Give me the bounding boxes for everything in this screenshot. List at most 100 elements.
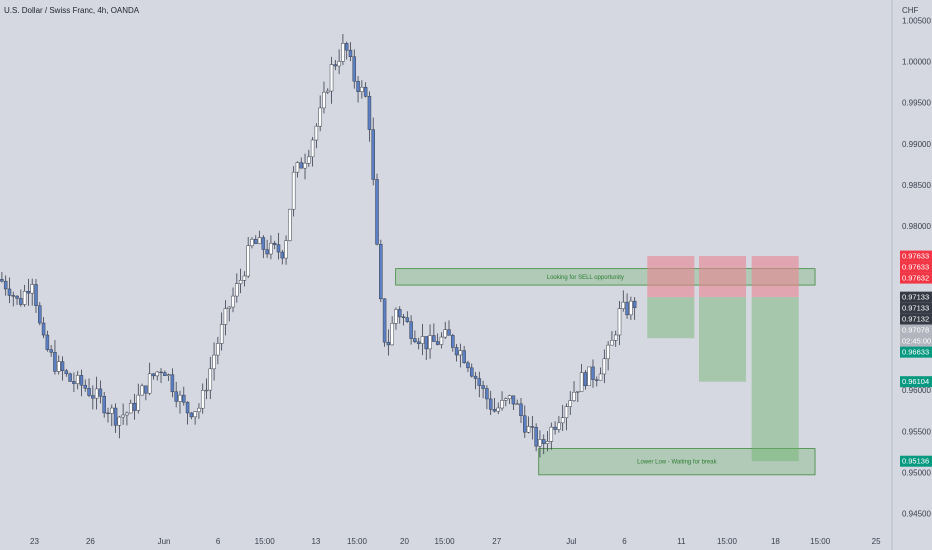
x-tick-label-8: 15:00 — [435, 537, 456, 546]
candle-body — [7, 288, 12, 296]
trade-1-target-zone — [647, 297, 695, 339]
candle-body — [242, 275, 247, 281]
candle-body — [151, 373, 156, 377]
candle-body — [140, 385, 144, 396]
y-tick-label-2: 0.95500 — [902, 427, 931, 436]
candle-body — [60, 361, 65, 371]
candles-layer — [0, 34, 637, 458]
y-tick-label-3: 0.96000 — [902, 386, 931, 395]
candle-body — [295, 162, 300, 173]
candle-body — [530, 426, 535, 428]
x-tick-label-4: 15:00 — [255, 537, 276, 546]
candle-body — [587, 366, 591, 387]
candle-body — [75, 375, 80, 384]
x-tick-label-0: 23 — [30, 537, 39, 546]
candle-body — [583, 372, 588, 387]
candle-body — [307, 156, 311, 164]
candle-body — [238, 280, 243, 284]
candle-body — [174, 391, 178, 402]
candle-body — [204, 389, 209, 392]
price-badge-4 — [900, 302, 932, 314]
x-tick-label-15: 15:00 — [810, 537, 831, 546]
x-tick-label-12: 11 — [677, 537, 686, 546]
candle-body — [280, 251, 285, 259]
candle-body — [481, 385, 485, 389]
candle-body — [439, 336, 444, 345]
candle-body — [397, 309, 402, 318]
y-tick-label-11: 1.00000 — [902, 58, 931, 67]
candle-body — [318, 107, 322, 127]
candle-body — [447, 329, 451, 336]
candle-body — [64, 370, 69, 375]
y-tick-label-1: 0.95000 — [902, 468, 931, 477]
candle-body — [159, 371, 163, 374]
candle-body — [504, 398, 508, 401]
candle-body — [564, 406, 569, 418]
candle-body — [121, 414, 125, 418]
candle-body — [91, 395, 95, 399]
candle-body — [507, 395, 512, 400]
candle-body — [390, 323, 394, 346]
price-badge-8 — [900, 376, 932, 388]
candle-body — [72, 381, 76, 384]
candle-body — [496, 407, 501, 412]
candle-body — [310, 139, 315, 158]
trade-3-target-zone — [751, 297, 799, 462]
candle-body — [261, 237, 266, 250]
candle-body — [435, 341, 440, 345]
candle-body — [110, 407, 114, 414]
lower-low-zone — [538, 448, 816, 476]
candle-body — [560, 417, 565, 424]
candle-body — [170, 374, 175, 393]
candle-body — [598, 373, 603, 381]
price-badge-value-1: 0.97633 — [902, 263, 929, 272]
candle-body — [102, 395, 106, 414]
time-axis[interactable]: 23 26 Jun 6 15:00 13 15:00 20 15:00 27 Jul 6 11 15:00… — [30, 537, 881, 546]
candle-body — [197, 407, 201, 412]
candle-body — [98, 388, 103, 397]
candle-body — [405, 317, 410, 322]
price-badge-2 — [900, 272, 932, 284]
candle-body — [579, 372, 584, 392]
candle-body — [193, 411, 197, 418]
candle-body — [511, 395, 516, 405]
price-badge-value-7: 0.96633 — [902, 348, 929, 357]
lower-low-zone-label: Lower Low - Waiting for break — [637, 460, 717, 466]
y-tick-label-7: 0.98000 — [902, 222, 931, 231]
candle-body — [132, 402, 137, 411]
candle-body — [466, 362, 470, 369]
candle-body — [477, 378, 482, 386]
candle-body — [462, 350, 466, 364]
candle-body — [526, 426, 531, 433]
candle-body — [621, 301, 626, 309]
candle-body — [458, 350, 463, 356]
candle-body — [147, 373, 152, 394]
candle-body — [288, 208, 292, 241]
price-badge-6 — [900, 324, 932, 347]
candle-body — [401, 316, 406, 318]
candle-body — [22, 291, 27, 305]
y-tick-label-10: 0.99500 — [902, 99, 931, 108]
price-badge-value-5: 0.97132 — [902, 315, 929, 324]
candle-body — [231, 295, 235, 308]
candle-body — [125, 412, 129, 416]
candle-body — [45, 334, 50, 350]
candle-body — [299, 162, 303, 169]
price-badge-9 — [900, 455, 932, 467]
candle-body — [473, 375, 478, 379]
candle-body — [432, 335, 436, 342]
candle-body — [610, 340, 614, 346]
candle-body — [128, 402, 133, 414]
x-tick-label-9: 27 — [492, 537, 501, 546]
price-badge-3 — [900, 291, 932, 303]
candle-body — [94, 388, 99, 399]
candle-body — [492, 409, 497, 412]
y-tick-label-12: 1.00500 — [902, 17, 931, 26]
candle-body — [257, 237, 262, 244]
candle-body — [363, 86, 368, 97]
x-tick-label-14: 18 — [771, 537, 780, 546]
trade-3-stop-zone — [751, 256, 799, 298]
candle-body — [314, 125, 319, 141]
candle-body — [454, 347, 459, 356]
